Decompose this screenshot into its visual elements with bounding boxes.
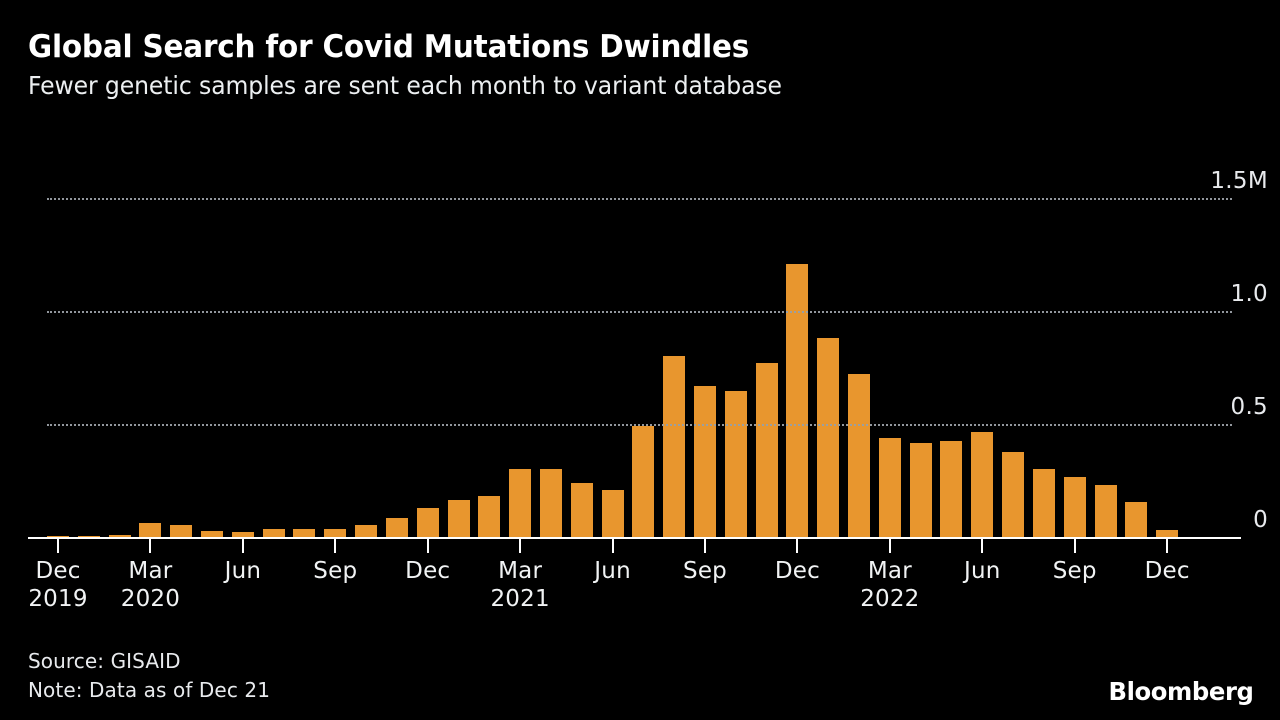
bar <box>108 534 131 537</box>
bar <box>324 529 347 537</box>
x-axis-label: Sep <box>1053 557 1097 585</box>
x-axis-label-month: Dec <box>405 558 451 584</box>
bar <box>478 496 501 537</box>
bar <box>355 524 378 537</box>
chart-header: Global Search for Covid Mutations Dwindl… <box>28 30 1258 100</box>
x-axis-label-month: Sep <box>1052 558 1097 584</box>
x-axis-tick <box>1166 539 1169 553</box>
page-subtitle: Fewer genetic samples are sent each mont… <box>28 70 782 100</box>
x-axis-tick <box>334 539 337 553</box>
bar <box>231 532 254 537</box>
bar <box>1063 477 1086 537</box>
x-axis-label: Dec <box>1145 557 1190 585</box>
x-axis-label-month: Sep <box>683 558 727 584</box>
bloomberg-logo: Bloomberg <box>1108 677 1254 706</box>
x-axis-label-year: 2019 <box>28 586 88 613</box>
x-axis-label-month: Sep <box>313 558 358 584</box>
x-axis-label: Dec 2019 <box>28 557 87 613</box>
x-axis-label-month: Dec <box>774 558 820 584</box>
note-text: Note: Data as of Dec 21 <box>28 677 271 702</box>
x-axis-label-month: Mar <box>128 558 173 584</box>
x-axis-label-year: 2022 <box>860 586 920 613</box>
bar <box>201 531 224 537</box>
x-axis-label-month: Dec <box>35 558 81 584</box>
bar <box>293 529 316 537</box>
x-axis-label: Mar 2022 <box>860 557 919 613</box>
bar <box>694 385 716 537</box>
x-axis-label-year: 2020 <box>120 586 181 613</box>
source-text: Source: GISAID <box>28 649 181 674</box>
x-axis-label-month: Jun <box>964 558 1001 584</box>
bar <box>539 469 562 537</box>
x-axis-label: Mar 2020 <box>121 557 180 613</box>
bar <box>570 482 593 537</box>
gridline <box>47 311 1232 313</box>
bar <box>139 523 162 537</box>
y-axis-label: 1.5M <box>1210 168 1268 194</box>
x-axis-tick <box>888 539 891 553</box>
x-axis-tick <box>241 539 244 553</box>
x-axis-tick <box>611 539 614 553</box>
bar <box>416 507 439 537</box>
chart-footer: Source: GISAID Note: Data as of Dec 21 <box>28 647 270 704</box>
x-axis-label-month: Jun <box>224 558 262 584</box>
bar <box>755 362 778 537</box>
x-axis-tick <box>426 539 429 553</box>
gridline <box>47 424 1232 426</box>
bar <box>878 437 901 537</box>
x-axis-label: Dec <box>775 557 820 585</box>
x-axis-tick <box>57 539 59 553</box>
bar <box>786 263 809 537</box>
x-axis-tick <box>519 539 522 553</box>
bar <box>663 356 686 537</box>
x-axis-label-month: Mar <box>498 558 543 584</box>
bar <box>170 524 193 537</box>
x-axis-label: Jun <box>225 557 262 585</box>
x-axis-label-month: Mar <box>867 558 912 584</box>
bar <box>447 499 470 537</box>
bar <box>1032 469 1055 537</box>
x-axis-tick <box>704 539 706 553</box>
x-axis-label-year: 2021 <box>490 586 550 613</box>
bar <box>817 338 840 537</box>
bar <box>47 535 69 537</box>
y-axis-label: 0 <box>1253 507 1268 533</box>
bar <box>1156 530 1179 537</box>
bar <box>601 489 624 537</box>
x-axis-label-month: Jun <box>594 558 631 584</box>
bar <box>509 469 532 537</box>
x-axis-tick <box>981 539 984 553</box>
x-axis-label: Jun <box>964 557 1001 585</box>
bar <box>632 426 655 537</box>
x-axis-label: Jun <box>594 557 631 585</box>
bar <box>909 443 932 537</box>
x-axis-line <box>28 537 1241 539</box>
bar <box>262 529 285 537</box>
x-axis-label-month: Dec <box>1144 558 1190 584</box>
gridline <box>47 198 1232 200</box>
x-axis-tick <box>1073 539 1076 553</box>
bar <box>724 391 747 537</box>
x-axis-label: Sep <box>313 557 357 585</box>
y-axis-label: 0.5 <box>1230 394 1268 420</box>
bar <box>971 431 994 537</box>
bar <box>848 374 871 537</box>
x-axis-label: Dec <box>405 557 450 585</box>
bar <box>1002 452 1025 537</box>
x-axis-tick <box>149 539 152 553</box>
bar <box>1125 501 1148 537</box>
bar <box>77 535 100 537</box>
x-axis-label: Mar 2021 <box>490 557 549 613</box>
x-axis-tick <box>796 539 799 553</box>
bar <box>940 440 963 537</box>
bar <box>1094 485 1117 537</box>
x-axis-label: Sep <box>683 557 727 585</box>
page-title: Global Search for Covid Mutations Dwindl… <box>28 29 750 65</box>
bar <box>385 517 408 537</box>
y-axis-label: 1.0 <box>1230 281 1268 307</box>
